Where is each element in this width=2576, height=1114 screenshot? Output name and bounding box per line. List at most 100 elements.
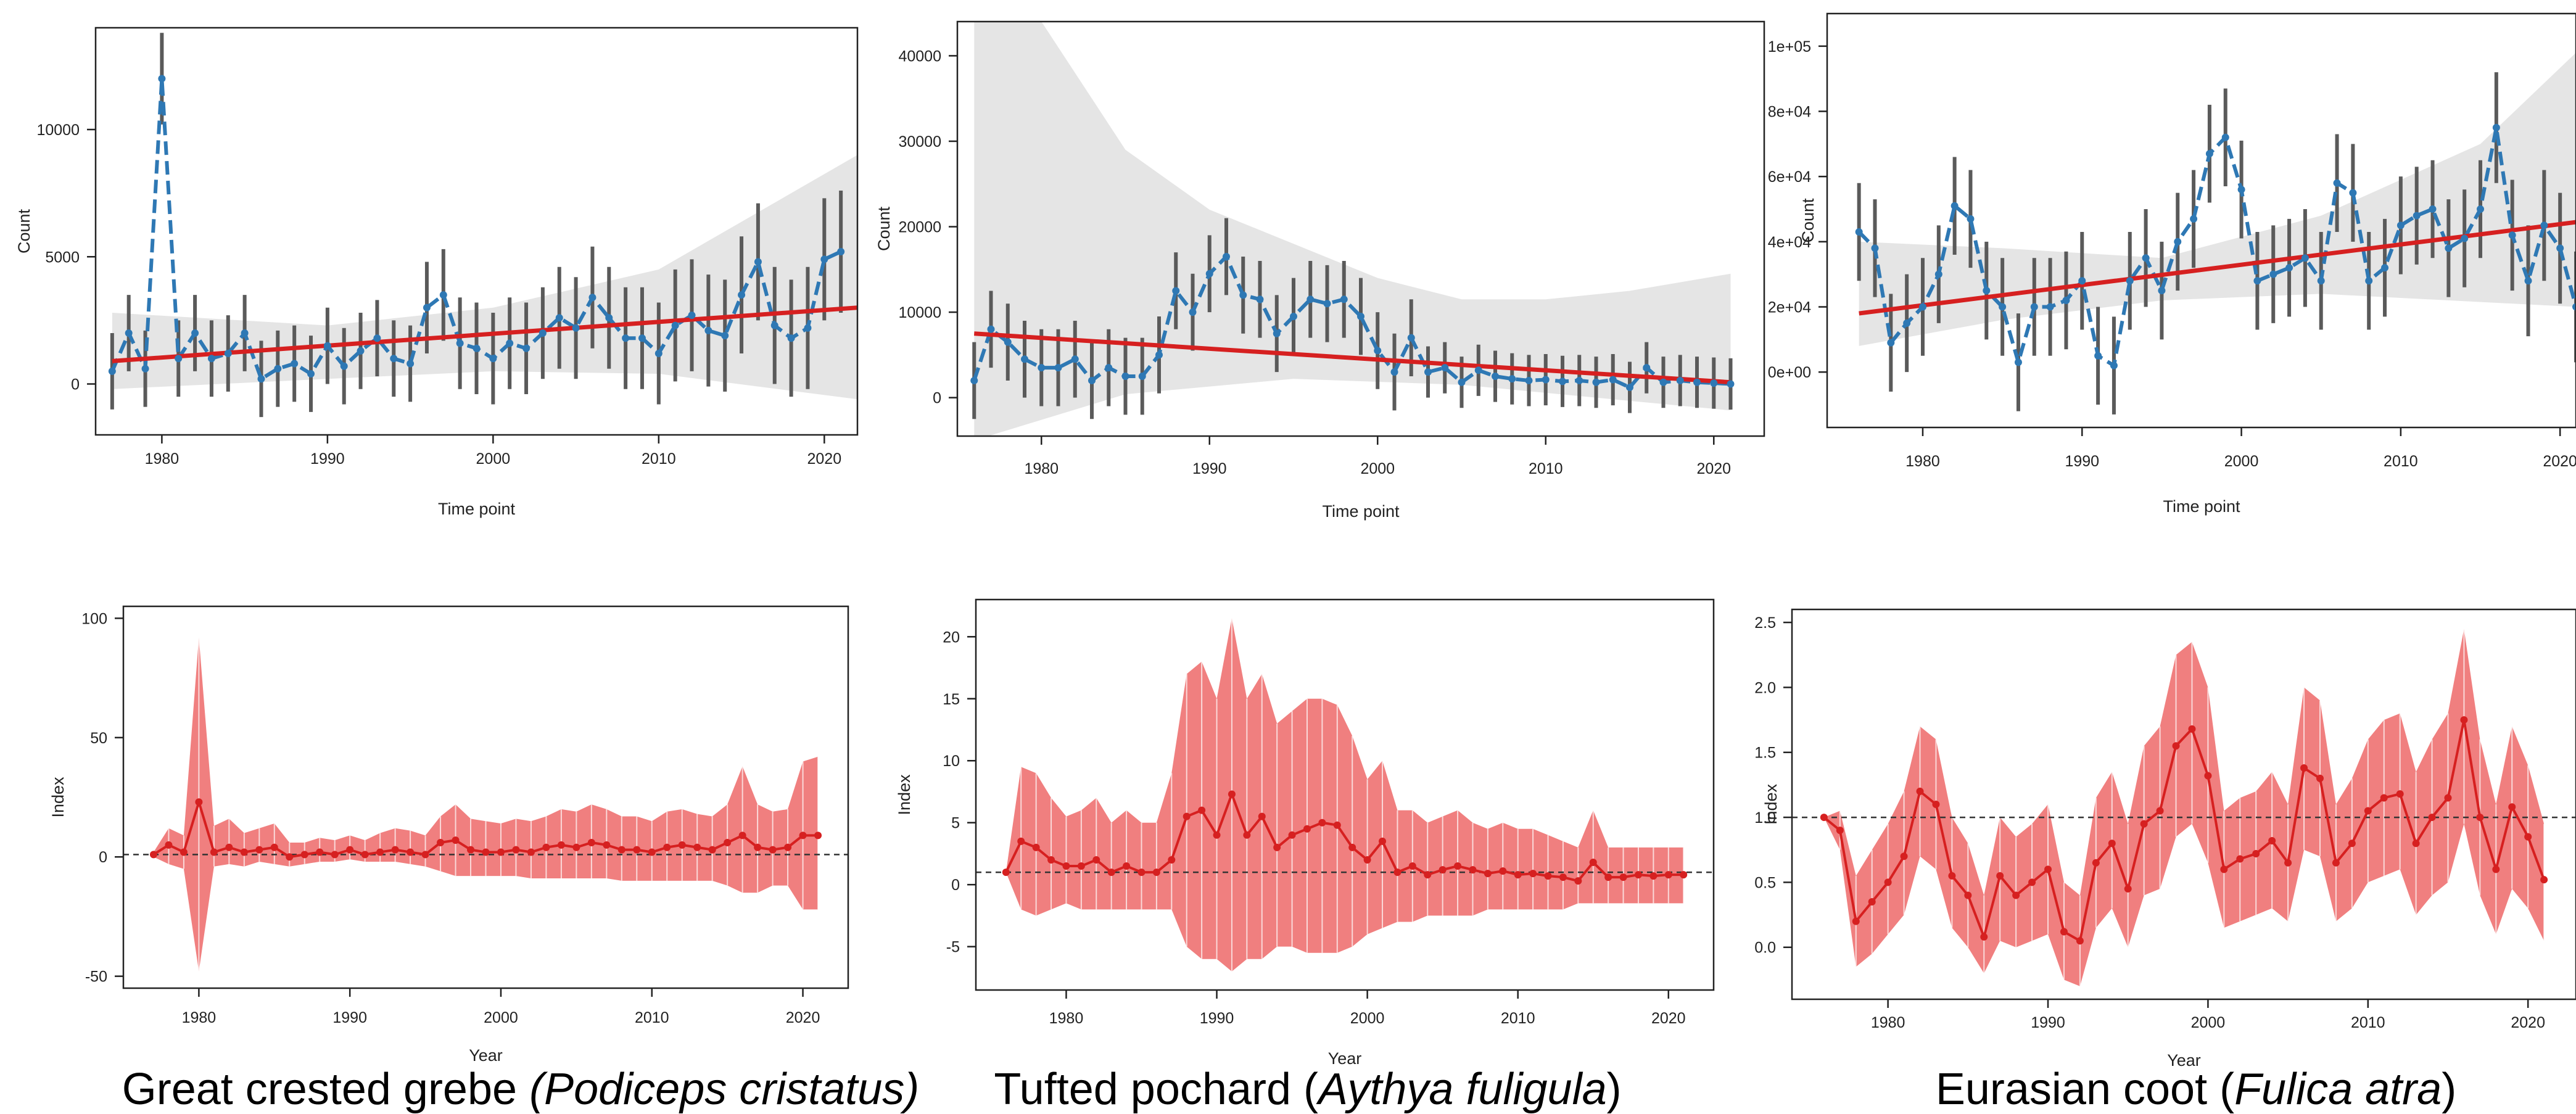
index-point bbox=[1589, 859, 1597, 867]
y-tick-label: 20000 bbox=[898, 219, 941, 236]
index-point bbox=[572, 843, 580, 851]
count-point bbox=[2301, 254, 2309, 262]
caption-scientific-name: Fulica atra bbox=[2234, 1065, 2442, 1114]
count-point bbox=[2508, 231, 2516, 239]
caption-common-name: Eurasian coot ( bbox=[1936, 1065, 2234, 1114]
index-point bbox=[1288, 831, 1296, 839]
y-tick-label: 0 bbox=[71, 376, 80, 394]
x-axis-title: Year bbox=[469, 1046, 503, 1065]
count-point bbox=[2078, 277, 2086, 285]
index-point bbox=[769, 846, 777, 854]
count-point bbox=[2317, 277, 2325, 285]
x-tick-label: 1990 bbox=[2031, 1014, 2065, 1031]
count-point bbox=[390, 355, 398, 363]
index-point bbox=[1092, 856, 1100, 864]
index-point bbox=[286, 853, 294, 861]
index-point bbox=[1900, 852, 1908, 860]
count-point bbox=[1424, 368, 1432, 376]
count-point bbox=[638, 334, 646, 342]
count-series-line bbox=[1857, 125, 2576, 368]
x-tick-label: 1990 bbox=[310, 450, 345, 468]
y-axis-title: Count bbox=[1799, 198, 1817, 243]
trend-line bbox=[112, 305, 857, 363]
index-point bbox=[407, 848, 415, 856]
count-point bbox=[2126, 277, 2134, 285]
count-point bbox=[1559, 378, 1566, 386]
x-axis-title: Time point bbox=[1322, 502, 1400, 521]
count-point bbox=[2094, 352, 2102, 360]
count-point bbox=[555, 314, 563, 322]
index-point bbox=[1213, 831, 1221, 839]
count-point bbox=[158, 75, 166, 83]
index-point bbox=[1604, 873, 1612, 881]
count-point bbox=[2492, 123, 2500, 131]
count-point bbox=[473, 344, 481, 352]
index-point bbox=[240, 848, 248, 856]
index-point bbox=[799, 831, 807, 840]
count-point bbox=[2365, 277, 2373, 285]
x-axis-title: Year bbox=[1328, 1049, 1362, 1068]
index-point bbox=[1868, 898, 1876, 906]
index-point bbox=[1996, 872, 2004, 880]
x-tick-label: 1980 bbox=[182, 1009, 217, 1026]
count-point bbox=[2269, 270, 2277, 278]
index-point bbox=[1032, 843, 1040, 851]
y-tick-label: 2.5 bbox=[1754, 614, 1776, 632]
chart-panel-2: 1980 1990 2000 2010 2020 0 10000 20000 30000 4000… bbox=[875, 20, 1765, 521]
count-point bbox=[1223, 253, 1230, 261]
index-point bbox=[437, 839, 445, 847]
count-point bbox=[291, 360, 299, 368]
index-point bbox=[1514, 871, 1522, 879]
count-point bbox=[2046, 303, 2054, 311]
index-point bbox=[1333, 821, 1341, 829]
index-point bbox=[1469, 866, 1477, 874]
caption-closing: ) bbox=[1607, 1065, 1622, 1114]
count-point bbox=[605, 314, 613, 322]
confidence-band bbox=[1859, 52, 2576, 346]
count-point bbox=[1999, 303, 2007, 311]
x-tick-label: 2000 bbox=[1350, 1010, 1385, 1027]
count-point bbox=[1290, 313, 1297, 321]
index-point bbox=[708, 846, 716, 854]
count-point bbox=[1592, 378, 1600, 386]
index-point bbox=[1948, 872, 1956, 880]
count-point bbox=[307, 370, 315, 378]
count-point bbox=[1138, 373, 1146, 381]
index-point bbox=[587, 839, 595, 847]
count-point bbox=[2413, 212, 2421, 220]
y-tick-label: 0 bbox=[933, 390, 941, 407]
count-point bbox=[224, 350, 232, 357]
index-point bbox=[678, 841, 686, 849]
index-point bbox=[1836, 827, 1844, 835]
count-point bbox=[241, 329, 249, 337]
index-point bbox=[1529, 870, 1537, 878]
count-point bbox=[2396, 221, 2405, 229]
count-point bbox=[407, 360, 415, 368]
y-tick-label: 0 bbox=[951, 877, 960, 894]
index-point bbox=[1123, 862, 1131, 870]
index-point bbox=[617, 846, 625, 854]
count-point bbox=[1004, 338, 1012, 346]
index-point bbox=[2492, 865, 2500, 873]
count-point bbox=[1038, 364, 1046, 372]
count-point bbox=[1727, 380, 1735, 388]
count-point bbox=[423, 303, 431, 312]
x-tick-label: 1980 bbox=[145, 450, 180, 468]
x-tick-label: 2020 bbox=[807, 450, 841, 468]
index-point bbox=[2268, 836, 2276, 844]
plot-frame bbox=[1791, 608, 2576, 1001]
x-tick-label: 2000 bbox=[484, 1009, 518, 1026]
index-point bbox=[2364, 807, 2372, 815]
index-point bbox=[1680, 871, 1688, 879]
y-tick-label: -50 bbox=[85, 968, 107, 986]
index-point bbox=[2524, 833, 2532, 841]
index-point bbox=[2332, 859, 2340, 867]
index-point bbox=[754, 843, 762, 851]
count-point bbox=[2381, 264, 2389, 272]
y-tick-label: 4e+04 bbox=[1768, 234, 1811, 251]
y-axis-title: Count bbox=[875, 206, 893, 251]
count-point bbox=[738, 291, 746, 299]
y-tick-label: 0.0 bbox=[1754, 939, 1776, 957]
count-point bbox=[2190, 215, 2198, 223]
